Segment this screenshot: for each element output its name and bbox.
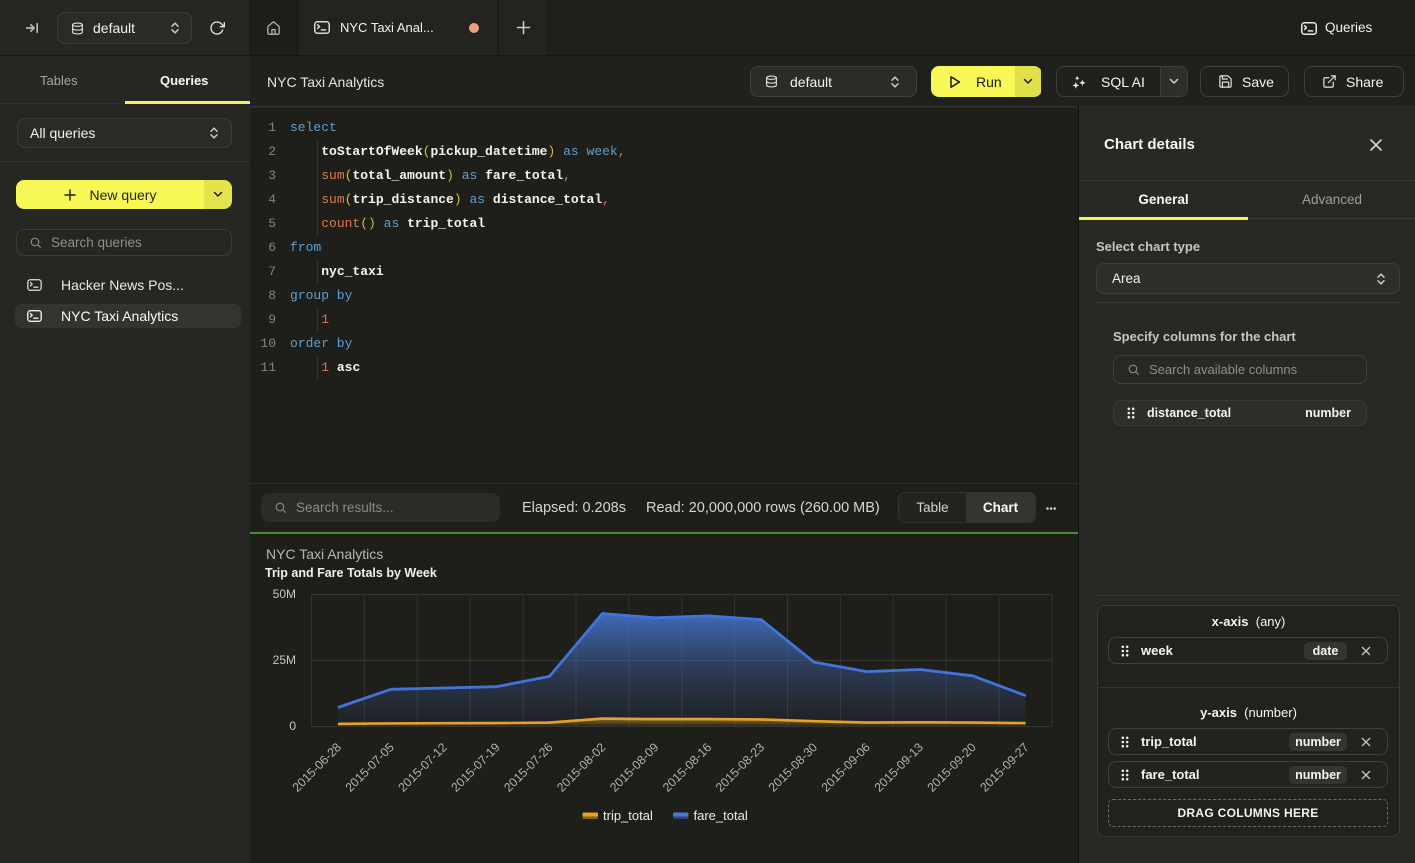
svg-text:2015-08-23: 2015-08-23 xyxy=(713,740,767,794)
svg-text:2015-08-09: 2015-08-09 xyxy=(607,740,661,794)
svg-text:2015-09-13: 2015-09-13 xyxy=(872,740,926,794)
svg-text:2015-07-12: 2015-07-12 xyxy=(395,740,449,794)
svg-text:2015-08-30: 2015-08-30 xyxy=(766,740,820,794)
svg-text:2015-09-20: 2015-09-20 xyxy=(924,740,978,794)
svg-text:2015-09-27: 2015-09-27 xyxy=(977,740,1031,794)
svg-text:0: 0 xyxy=(289,719,296,733)
svg-text:2015-07-19: 2015-07-19 xyxy=(448,740,502,794)
svg-text:fare_total: fare_total xyxy=(694,808,748,823)
svg-text:2015-07-26: 2015-07-26 xyxy=(501,740,555,794)
svg-text:25M: 25M xyxy=(273,653,296,667)
svg-text:2015-06-28: 2015-06-28 xyxy=(290,740,344,794)
svg-text:50M: 50M xyxy=(273,587,296,601)
svg-text:trip_total: trip_total xyxy=(603,808,653,823)
svg-text:2015-08-02: 2015-08-02 xyxy=(554,740,608,794)
svg-text:2015-07-05: 2015-07-05 xyxy=(343,740,397,794)
svg-text:2015-09-06: 2015-09-06 xyxy=(819,740,873,794)
svg-text:2015-08-16: 2015-08-16 xyxy=(660,740,714,794)
